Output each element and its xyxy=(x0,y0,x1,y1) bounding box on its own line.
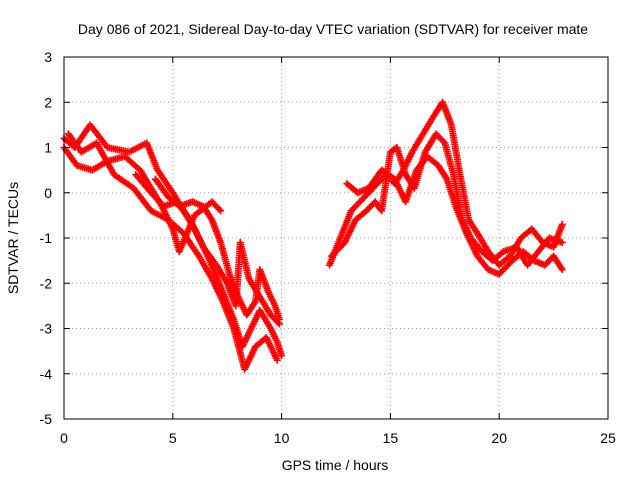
y-tick-label: -3 xyxy=(40,321,53,337)
data-point xyxy=(558,266,566,274)
data-point xyxy=(215,205,223,213)
series-track-3 xyxy=(64,130,281,373)
y-tick-label: -1 xyxy=(40,230,53,246)
series-track-6 xyxy=(325,98,566,269)
axis-ticks: 0 5 10 15 20 25 -5 -4 -3 -2 -1 0 1 2 3 xyxy=(40,49,616,446)
data-point xyxy=(273,356,281,364)
data-point xyxy=(275,315,283,323)
y-tick-label: -2 xyxy=(40,275,53,291)
series-track-8 xyxy=(343,153,566,278)
data-point xyxy=(217,207,225,215)
y-tick-label: -5 xyxy=(40,411,53,427)
x-axis-label: GPS time / hours xyxy=(282,457,389,473)
y-tick-label: 2 xyxy=(44,94,52,110)
series-track-7 xyxy=(328,130,566,269)
series-track-5 xyxy=(151,175,283,323)
y-tick-label: 0 xyxy=(44,185,52,201)
x-tick-label: 10 xyxy=(274,430,290,446)
x-tick-label: 25 xyxy=(600,430,616,446)
y-tick-label: 3 xyxy=(44,49,52,65)
data-point xyxy=(439,137,447,145)
x-tick-label: 5 xyxy=(169,430,177,446)
data-point xyxy=(558,239,566,247)
data-point xyxy=(278,352,286,360)
x-tick-label: 20 xyxy=(491,430,507,446)
series-track-4 xyxy=(132,171,283,328)
x-tick-label: 0 xyxy=(60,430,68,446)
grid-lines xyxy=(64,57,608,419)
y-axis-label: SDTVAR / TECUs xyxy=(5,182,21,294)
data-points xyxy=(60,98,566,373)
chart-title: Day 086 of 2021, Sidereal Day-to-day VTE… xyxy=(78,21,588,37)
data-point xyxy=(558,220,566,228)
x-tick-label: 15 xyxy=(383,430,399,446)
y-tick-label: 1 xyxy=(44,140,52,156)
y-tick-label: -4 xyxy=(40,366,53,382)
